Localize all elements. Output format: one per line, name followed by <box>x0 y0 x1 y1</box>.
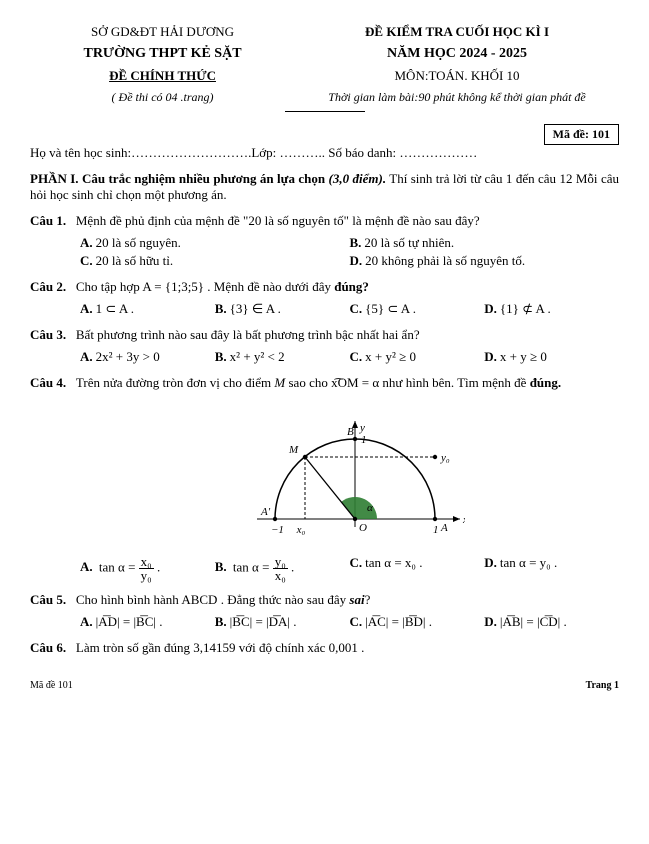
footer-left: Mã đề 101 <box>30 680 73 691</box>
q2-choice-c: C.{5} ⊂ A . <box>350 301 485 317</box>
school-name: TRƯỜNG THPT KẺ SẶT <box>30 46 295 62</box>
q4-text1: Trên nửa đường tròn đơn vị cho điểm <box>76 375 275 390</box>
q1-label: Câu 1. <box>30 213 66 228</box>
q4-choice-c: C.tan α = x₀ . <box>350 555 485 582</box>
question-5: Câu 5. Cho hình bình hành ABCD . Đẳng th… <box>30 592 619 630</box>
q3-choices: A.2x² + 3y > 0 B.x² + y² < 2 C.x + y² ≥ … <box>80 347 619 365</box>
q2-choice-d: D.{1} ⊄ A . <box>484 301 619 317</box>
q2-label: Câu 2. <box>30 279 66 294</box>
q1-choice-c: C.20 là số hữu tỉ. <box>80 253 350 269</box>
q5-text: Cho hình bình hành ABCD . Đẳng thức nào … <box>76 592 350 607</box>
part1-points: (3,0 điểm). <box>329 171 387 186</box>
svg-text:x: x <box>462 514 465 526</box>
q4-choices: A. tan α = x₀ y₀ . B. tan α = y₀ x₀ . C.… <box>80 553 619 582</box>
q3-choice-a: A.2x² + 3y > 0 <box>80 349 215 365</box>
svg-text:y₀: y₀ <box>440 452 450 464</box>
svg-text:O: O <box>359 522 367 534</box>
q2-choices: A.1 ⊂ A . B.{3} ∈ A . C.{5} ⊂ A . D.{1} … <box>80 299 619 317</box>
exam-page: SỞ GD&ĐT HẢI DƯƠNG ĐỀ KIỂM TRA CUỐI HỌC … <box>0 0 649 701</box>
unit-circle-diagram: xyOAA′B11−1Mx₀y₀α <box>30 399 619 549</box>
q5-label: Câu 5. <box>30 592 66 607</box>
q5-choices: A.|A͞D| = |B͞C| . B.|B͞C| = |D͞A| . C.|A… <box>80 612 619 630</box>
q1-text: Mệnh đề phủ định của mệnh đề "20 là số n… <box>76 213 480 228</box>
part1-title: PHẦN I. Câu trắc nghiệm nhiều phương án … <box>30 171 619 203</box>
q4-label: Câu 4. <box>30 375 66 390</box>
question-6: Câu 6. Làm tròn số gần đúng 3,14159 với … <box>30 640 619 656</box>
q2-text: Cho tập hợp A = {1;3;5} . Mệnh đề nào dư… <box>76 279 334 294</box>
q4-choice-d: D.tan α = y₀ . <box>484 555 619 582</box>
q4-M: M <box>274 375 288 390</box>
question-3: Câu 3. Bất phương trình nào sau đây là b… <box>30 327 619 365</box>
q2-choice-b: B.{3} ∈ A . <box>215 301 350 317</box>
q1-choices: A.20 là số nguyên. B.20 là số tự nhiên. … <box>80 233 619 269</box>
page-footer: Mã đề 101 Trang 1 <box>30 680 619 691</box>
school-year: NĂM HỌC 2024 - 2025 <box>295 46 619 62</box>
question-4: Câu 4. Trên nửa đường tròn đơn vị cho đi… <box>30 375 619 582</box>
q3-choice-c: C.x + y² ≥ 0 <box>350 349 485 365</box>
divider <box>285 111 365 112</box>
official-label: ĐỀ CHÍNH THỨC <box>30 68 295 84</box>
page-count: ( Đề thi có 04 .trang) <box>30 90 295 105</box>
exam-code-box: Mã đề: 101 <box>544 124 619 145</box>
q5-choice-b: B.|B͞C| = |D͞A| . <box>215 614 350 630</box>
dept-line: SỞ GD&ĐT HẢI DƯƠNG <box>30 24 295 40</box>
q3-text: Bất phương trình nào sau đây là bất phươ… <box>76 327 420 342</box>
svg-text:A: A <box>440 522 448 534</box>
q3-choice-d: D.x + y ≥ 0 <box>484 349 619 365</box>
q6-label: Câu 6. <box>30 640 66 655</box>
student-info-line: Họ và tên học sinh:……………………….Lớp: ……….. … <box>30 145 619 161</box>
q3-label: Câu 3. <box>30 327 66 342</box>
q4-choice-a: A. tan α = x₀ y₀ . <box>80 555 215 582</box>
q5-choice-c: C.|A͞C| = |B͞D| . <box>350 614 485 630</box>
q1-choice-d: D.20 không phải là số nguyên tố. <box>350 253 620 269</box>
q2-bold: đúng? <box>334 279 369 294</box>
q5-sai: sai <box>349 592 364 607</box>
svg-text:α: α <box>367 502 373 514</box>
question-2: Câu 2. Cho tập hợp A = {1;3;5} . Mệnh đề… <box>30 279 619 317</box>
q4-bold: đúng. <box>530 375 561 390</box>
q2-choice-a: A.1 ⊂ A . <box>80 301 215 317</box>
svg-text:1: 1 <box>361 434 367 446</box>
header-row-1: SỞ GD&ĐT HẢI DƯƠNG ĐỀ KIỂM TRA CUỐI HỌC … <box>30 24 619 40</box>
exam-title: ĐỀ KIỂM TRA CUỐI HỌC KÌ I <box>295 24 619 40</box>
header-row-3: ĐỀ CHÍNH THỨC MÔN:TOÁN. KHỐI 10 <box>30 64 619 84</box>
part1-head: PHẦN I. Câu trắc nghiệm nhiều phương án … <box>30 171 329 186</box>
q6-text: Làm tròn số gần đúng 3,14159 với độ chín… <box>76 640 365 655</box>
q1-choice-a: A.20 là số nguyên. <box>80 235 350 251</box>
q1-choice-b: B.20 là số tự nhiên. <box>350 235 620 251</box>
svg-text:1: 1 <box>433 524 439 536</box>
q5-choice-a: A.|A͞D| = |B͞C| . <box>80 614 215 630</box>
header-row-2: TRƯỜNG THPT KẺ SẶT NĂM HỌC 2024 - 2025 <box>30 42 619 62</box>
footer-right: Trang 1 <box>586 680 619 691</box>
svg-text:A′: A′ <box>260 506 271 518</box>
svg-text:x₀: x₀ <box>295 524 305 536</box>
svg-text:y: y <box>359 422 365 434</box>
duration-line: Thời gian làm bài:90 phút không kể thời … <box>295 90 619 105</box>
q4-text2: sao cho x͡OM = α như hình bên. Tìm mệnh … <box>288 375 529 390</box>
unit-circle-svg: xyOAA′B11−1Mx₀y₀α <box>185 399 465 549</box>
q4-choice-b: B. tan α = y₀ x₀ . <box>215 555 350 582</box>
header-row-4: ( Đề thi có 04 .trang) Thời gian làm bài… <box>30 86 619 105</box>
svg-text:M: M <box>288 444 299 456</box>
q5-choice-d: D.|A͞B| = |C͞D| . <box>484 614 619 630</box>
svg-text:−1: −1 <box>271 524 284 536</box>
svg-text:B: B <box>347 426 354 438</box>
subject-line: MÔN:TOÁN. KHỐI 10 <box>295 68 619 84</box>
question-1: Câu 1. Mệnh đề phủ định của mệnh đề "20 … <box>30 213 619 269</box>
q5-q: ? <box>365 592 371 607</box>
q3-choice-b: B.x² + y² < 2 <box>215 349 350 365</box>
